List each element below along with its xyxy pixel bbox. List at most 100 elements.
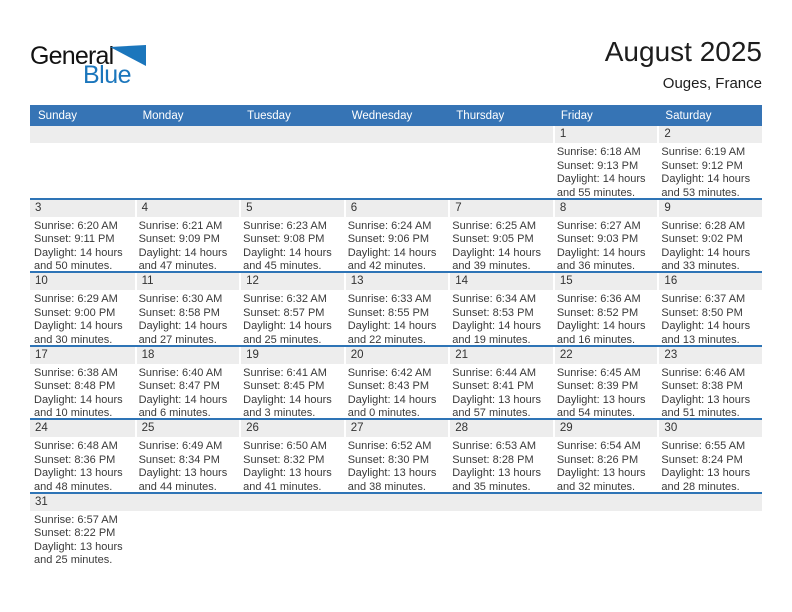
sunrise-line: Sunrise: 6:45 AM — [556, 366, 641, 379]
daylight-line-2: and 44 minutes. — [138, 480, 217, 492]
daylight-line-2: and 16 minutes. — [556, 333, 636, 345]
day-number-band: 8 — [554, 199, 658, 217]
sunrise-line: Sunrise: 6:57 AM — [34, 513, 118, 526]
day-number-band — [448, 126, 553, 143]
day-number: 10 — [35, 275, 48, 287]
day-number-band: 23 — [659, 346, 762, 364]
day-number: 7 — [455, 201, 462, 214]
sunrise-line: Sunrise: 6:23 AM — [243, 219, 327, 232]
daylight-line-2: and 25 minutes. — [34, 554, 113, 566]
sunset-line: Sunset: 9:05 PM — [452, 233, 534, 245]
day-number: 25 — [141, 422, 155, 434]
sunset-line: Sunset: 8:58 PM — [138, 306, 220, 319]
sunset-line: Sunset: 8:24 PM — [661, 453, 743, 466]
daylight-line-2: and 47 minutes. — [138, 260, 217, 271]
weekday-header-wednesday: Wednesday — [351, 109, 413, 122]
day-number-band — [552, 493, 658, 511]
sunrise-line: Sunrise: 6:20 AM — [34, 219, 118, 232]
daylight-line-1: Daylight: 13 hours — [556, 467, 646, 479]
day-details: Sunrise: 6:23 AM Sunset: 9:08 PM Daylight:… — [239, 217, 344, 272]
week-row-6: 31 Sunrise: 6:57 AM Sunset: 8:22 PM Dayligh… — [30, 493, 762, 569]
daylight-line-2: and 30 minutes. — [34, 333, 113, 345]
daylight-line-2: and 57 minutes. — [452, 407, 531, 418]
day-number: 13 — [350, 275, 364, 287]
daylight-line-1: Daylight: 14 hours — [556, 173, 646, 185]
daylight-line-2: and 36 minutes. — [556, 260, 636, 271]
sunset-line: Sunset: 9:12 PM — [661, 159, 743, 172]
day-number-band: 9 — [659, 199, 762, 217]
day-cell-21: 21 Sunrise: 6:44 AM Sunset: 8:41 PM Dayligh… — [448, 346, 553, 418]
week-row-2: 3 Sunrise: 6:20 AM Sunset: 9:11 PM Daylight… — [30, 199, 762, 273]
daylight-line-1: Daylight: 13 hours — [661, 467, 751, 479]
day-details: Sunrise: 6:20 AM Sunset: 9:11 PM Daylight:… — [30, 217, 135, 272]
day-cell-empty — [239, 493, 344, 569]
day-cell-20: 20 Sunrise: 6:42 AM Sunset: 8:43 PM Dayligh… — [344, 346, 449, 418]
sunrise-line: Sunrise: 6:44 AM — [452, 366, 537, 379]
day-cell-empty — [30, 126, 135, 198]
day-number-band: 13 — [345, 273, 449, 290]
day-number-band: 20 — [345, 346, 449, 364]
day-number: 14 — [455, 275, 469, 287]
day-details: Sunrise: 6:27 AM Sunset: 9:03 PM Daylight:… — [553, 217, 658, 272]
day-number-band — [448, 493, 553, 511]
day-number: 29 — [559, 422, 573, 434]
day-cell-29: 29 Sunrise: 6:54 AM Sunset: 8:26 PM Dayligh… — [553, 420, 658, 492]
day-cell-17: 17 Sunrise: 6:38 AM Sunset: 8:48 PM Dayligh… — [30, 346, 135, 418]
day-details: Sunrise: 6:55 AM Sunset: 8:24 PM Daylight:… — [657, 437, 762, 492]
day-cell-empty — [343, 126, 449, 198]
day-number-band: 26 — [241, 420, 344, 437]
day-number: 6 — [350, 201, 358, 214]
daylight-line-1: Daylight: 14 hours — [243, 393, 332, 406]
weekday-header-sunday: Sunday — [38, 109, 78, 122]
day-number-band — [343, 126, 449, 143]
day-number-band — [30, 126, 135, 143]
day-details: Sunrise: 6:21 AM Sunset: 9:09 PM Daylight:… — [135, 217, 240, 272]
day-number-band: 24 — [30, 420, 135, 437]
daylight-line-2: and 13 minutes. — [661, 333, 740, 345]
day-details: Sunrise: 6:28 AM Sunset: 9:02 PM Daylight:… — [657, 217, 762, 272]
daylight-line-2: and 22 minutes. — [347, 333, 426, 345]
day-number-band — [239, 126, 344, 143]
daylight-line-1: Daylight: 13 hours — [34, 467, 123, 479]
sunrise-line: Sunrise: 6:52 AM — [347, 440, 432, 452]
daylight-line-2: and 55 minutes. — [556, 186, 636, 198]
daylight-line-1: Daylight: 14 hours — [34, 393, 123, 406]
week-row-3: 10 Sunrise: 6:29 AM Sunset: 9:00 PM Dayligh… — [30, 273, 762, 347]
day-cell-empty — [343, 493, 449, 569]
day-details: Sunrise: 6:34 AM Sunset: 8:53 PM Daylight:… — [448, 290, 553, 345]
sunset-line: Sunset: 8:34 PM — [138, 453, 220, 466]
sunrise-line: Sunrise: 6:27 AM — [556, 219, 641, 232]
day-details: Sunrise: 6:46 AM Sunset: 8:38 PM Daylight:… — [657, 364, 762, 419]
sunrise-line: Sunrise: 6:50 AM — [243, 440, 327, 452]
day-cell-empty — [448, 126, 553, 198]
day-cell-14: 14 Sunrise: 6:34 AM Sunset: 8:53 PM Dayligh… — [448, 273, 553, 345]
day-details: Sunrise: 6:25 AM Sunset: 9:05 PM Daylight:… — [448, 217, 553, 272]
day-number-band: 14 — [450, 273, 553, 290]
sunrise-line: Sunrise: 6:54 AM — [556, 440, 641, 452]
day-number: 22 — [559, 348, 573, 361]
daylight-line-1: Daylight: 14 hours — [243, 246, 332, 259]
daylight-line-2: and 25 minutes. — [243, 333, 322, 345]
day-number: 18 — [141, 348, 155, 361]
day-details: Sunrise: 6:41 AM Sunset: 8:45 PM Daylight:… — [239, 364, 344, 419]
sunset-line: Sunset: 8:36 PM — [34, 453, 116, 466]
daylight-line-1: Daylight: 14 hours — [347, 320, 437, 332]
day-number-band: 31 — [30, 493, 135, 511]
day-number: 4 — [141, 201, 148, 214]
day-number-band: 12 — [241, 273, 344, 290]
day-details: Sunrise: 6:19 AM Sunset: 9:12 PM Daylight:… — [657, 143, 762, 198]
day-number-band: 10 — [30, 273, 135, 290]
sunset-line: Sunset: 9:02 PM — [661, 233, 743, 245]
sunrise-line: Sunrise: 6:33 AM — [347, 293, 432, 305]
sunrise-line: Sunrise: 6:42 AM — [347, 366, 432, 379]
day-cell-1: 1 Sunrise: 6:18 AM Sunset: 9:13 PM Daylight… — [553, 126, 658, 198]
day-number: 15 — [559, 275, 573, 287]
day-number: 2 — [664, 128, 671, 140]
day-cell-15: 15 Sunrise: 6:36 AM Sunset: 8:52 PM Dayligh… — [553, 273, 658, 345]
day-cell-23: 23 Sunrise: 6:46 AM Sunset: 8:38 PM Dayligh… — [657, 346, 762, 419]
daylight-line-2: and 53 minutes. — [661, 186, 740, 198]
sunrise-line: Sunrise: 6:41 AM — [243, 366, 327, 379]
sunrise-line: Sunrise: 6:36 AM — [556, 293, 641, 305]
day-number-band: 28 — [450, 420, 553, 437]
